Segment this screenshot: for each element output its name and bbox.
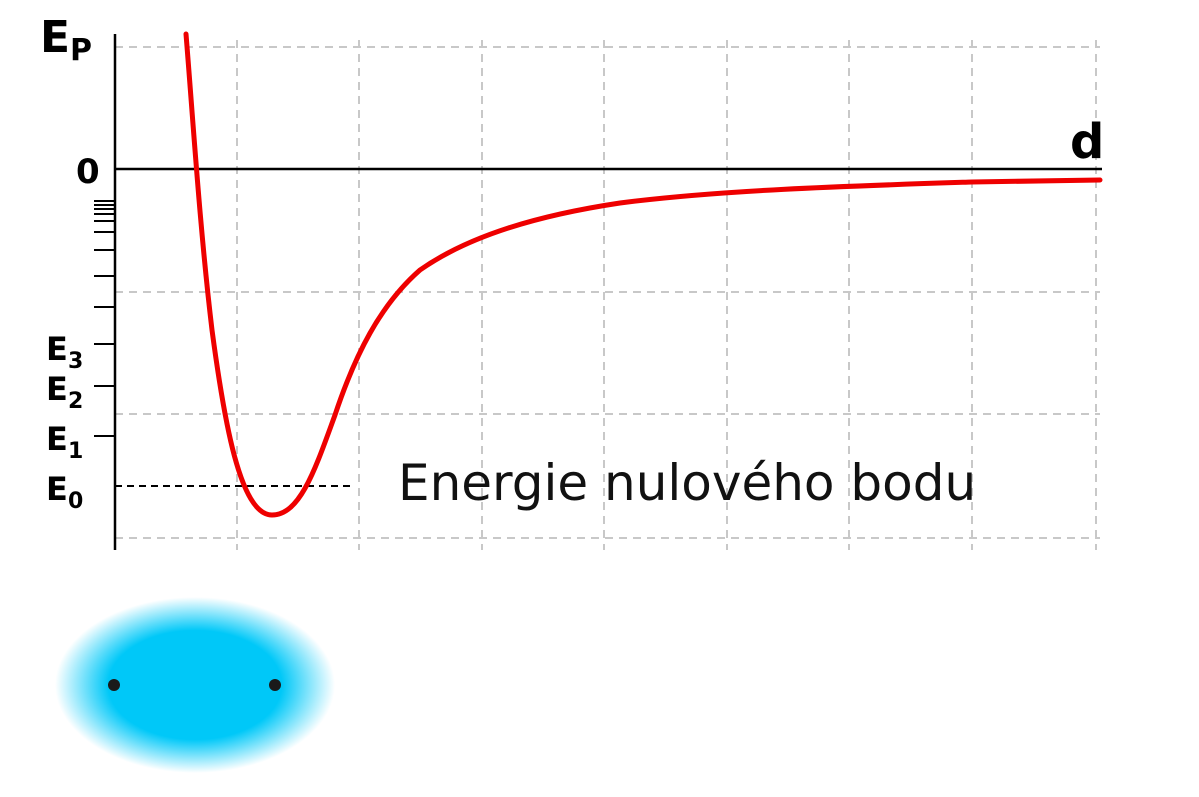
- zero-point-energy-caption: Energie nulového bodu: [398, 454, 976, 512]
- x-axis-label: d: [1070, 114, 1104, 170]
- y-axis-ticks: [94, 200, 115, 437]
- grid: [115, 40, 1100, 550]
- level-e2-subscript: 2: [68, 389, 83, 414]
- y-axis-label-subscript: P: [70, 33, 92, 68]
- level-e0-label: E: [46, 470, 68, 508]
- y-axis-label: E: [40, 12, 70, 63]
- level-e1-label: E: [46, 420, 68, 458]
- level-e3-label: E: [46, 330, 68, 368]
- electron-cloud: [55, 597, 335, 773]
- zero-label: 0: [76, 152, 100, 192]
- molecule-illustration: [55, 597, 335, 773]
- level-e2-label: E: [46, 370, 68, 408]
- potential-energy-curve: [183, 31, 1103, 518]
- level-e1-subscript: 1: [68, 439, 83, 464]
- atom-nucleus-right: [269, 679, 281, 691]
- level-e3-subscript: 3: [68, 349, 83, 374]
- level-e0-subscript: 0: [68, 489, 83, 514]
- energy-level-labels: E 3 E 2 E 1 E 0: [46, 330, 83, 514]
- atom-nucleus-left: [108, 679, 120, 691]
